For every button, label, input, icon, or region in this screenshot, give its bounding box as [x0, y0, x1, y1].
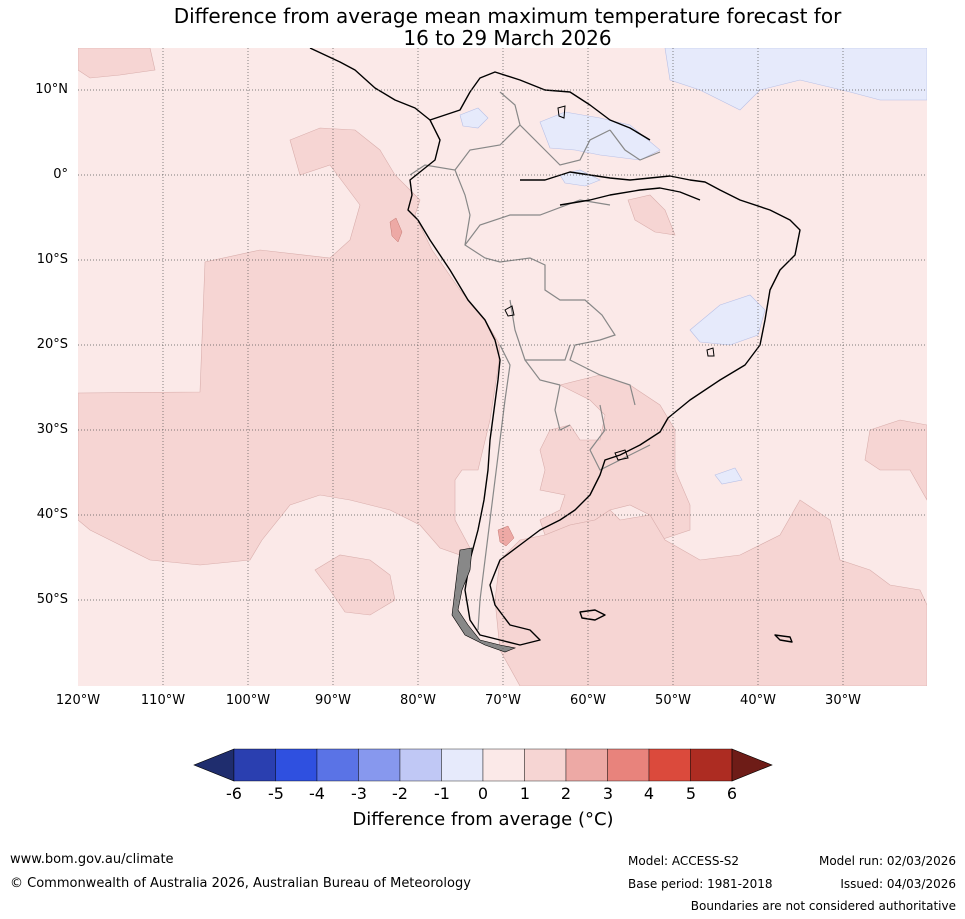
colorbar-tick: 4 [643, 784, 655, 803]
colorbar-segment [441, 748, 484, 782]
colorbar-segment [233, 748, 276, 782]
colorbar-segment [275, 748, 318, 782]
colorbar-segment [482, 748, 525, 782]
base-period-text: Base period: 1981-2018 [628, 877, 773, 891]
colorbar-extend-low [193, 748, 235, 782]
lon-label-60w: 60°W [570, 693, 606, 708]
map-title-line1: Difference from average mean maximum tem… [173, 4, 842, 28]
copyright-text: © Commonwealth of Australia 2026, Austra… [10, 876, 471, 891]
lon-label-30w: 30°W [825, 693, 861, 708]
lon-label-50w: 50°W [655, 693, 691, 708]
model-text: Model: ACCESS-S2 [628, 854, 740, 868]
colorbar-tick: -1 [434, 784, 450, 803]
map-title-line2: 16 to 29 March 2026 [403, 26, 612, 50]
website-link[interactable]: www.bom.gov.au/climate [10, 852, 174, 867]
lon-label-100w: 100°W [225, 693, 271, 708]
colorbar-tick: 3 [602, 784, 614, 803]
anomaly-minus-1-to-0-regions [459, 48, 927, 485]
colorbar-extend-high [731, 748, 773, 782]
graticule [78, 48, 927, 686]
lon-label-70w: 70°W [485, 693, 521, 708]
colorbar-tick: -2 [392, 784, 408, 803]
colorbar-tick: 1 [519, 784, 531, 803]
lon-label-120w: 120°W [55, 693, 101, 708]
colorbar-segment [358, 748, 401, 782]
colorbar-segment [565, 748, 608, 782]
colorbar-segment [690, 748, 733, 782]
colorbar-tick: -4 [309, 784, 325, 803]
colorbar-tick: 0 [477, 784, 489, 803]
colorbar-label: Difference from average (°C) [352, 809, 614, 830]
colorbar-tick: 6 [726, 784, 738, 803]
coastline [309, 48, 801, 646]
lat-label-10s: 10°S [36, 252, 68, 267]
colorbar-tick: -6 [226, 784, 242, 803]
model-run-text: Model run: 02/03/2026 [818, 854, 956, 868]
colorbar [193, 748, 773, 782]
map-area [78, 48, 927, 686]
lon-label-80w: 80°W [400, 693, 436, 708]
colorbar-segment [607, 748, 650, 782]
lat-label-50s: 50°S [36, 592, 68, 607]
colorbar-tick: -3 [351, 784, 367, 803]
colorbar-tick: 5 [685, 784, 697, 803]
colorbar-segment [399, 748, 442, 782]
lon-label-110w: 110°W [140, 693, 186, 708]
colorbar-tick: -5 [268, 784, 284, 803]
lakes [504, 105, 715, 461]
lon-label-90w: 90°W [315, 693, 351, 708]
lat-label-20s: 20°S [36, 337, 68, 352]
lat-label-40s: 40°S [36, 507, 68, 522]
disclaimer-text: Boundaries are not considered authoritat… [690, 899, 956, 913]
anomaly-2-to-3-regions [389, 217, 515, 547]
colorbar-tick: 2 [560, 784, 572, 803]
chile-archipelago [451, 547, 517, 653]
colorbar-segment [648, 748, 691, 782]
colorbar-segment [524, 748, 567, 782]
lat-label-10n: 10°N [35, 82, 68, 97]
colorbar-segment [316, 748, 359, 782]
issued-text: Issued: 04/03/2026 [840, 877, 956, 891]
lat-label-0: 0° [53, 167, 68, 182]
lat-label-30s: 30°S [36, 422, 68, 437]
lon-label-40w: 40°W [740, 693, 776, 708]
